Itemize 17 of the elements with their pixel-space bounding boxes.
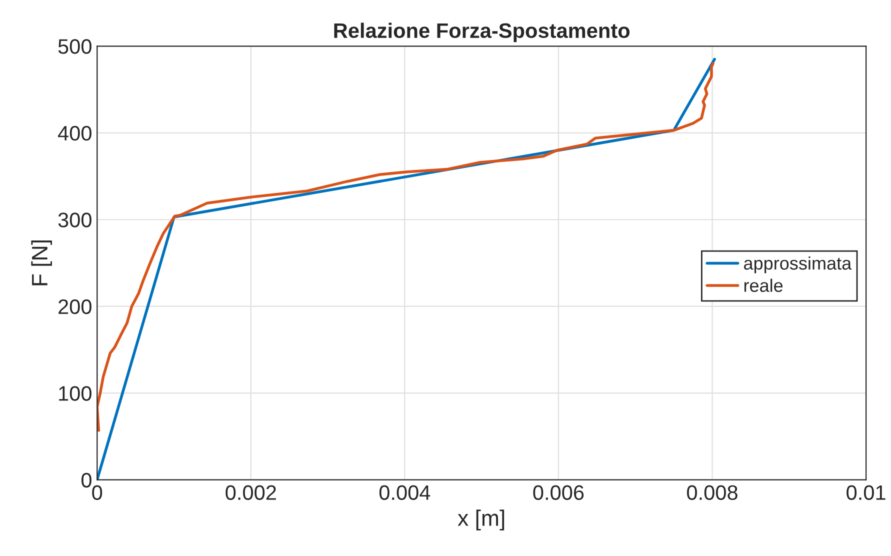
x-tick-label: 0.01 xyxy=(846,485,886,500)
y-tick-label: 500 xyxy=(58,39,92,54)
x-tick-label: 0.002 xyxy=(226,485,276,500)
x-tick-label: 0 xyxy=(92,485,102,500)
x-tick-label: 0.004 xyxy=(379,485,430,500)
legend-label: reale xyxy=(744,278,783,292)
legend-label: approssimata xyxy=(744,256,852,274)
x-axis-title: x [m] xyxy=(458,510,504,530)
x-tick-label: 0.006 xyxy=(533,485,584,500)
y-tick-label: 100 xyxy=(59,386,92,401)
y-tick-label: 0 xyxy=(81,472,92,488)
chart-title: Relazione Forza-Spostamento xyxy=(334,22,630,42)
y-tick-label: 300 xyxy=(58,212,92,228)
y-axis-title: F [N] xyxy=(31,240,52,286)
y-tick-label: 200 xyxy=(58,299,92,314)
x-tick-label: 0.008 xyxy=(687,485,738,500)
y-tick-label: 400 xyxy=(58,126,92,141)
